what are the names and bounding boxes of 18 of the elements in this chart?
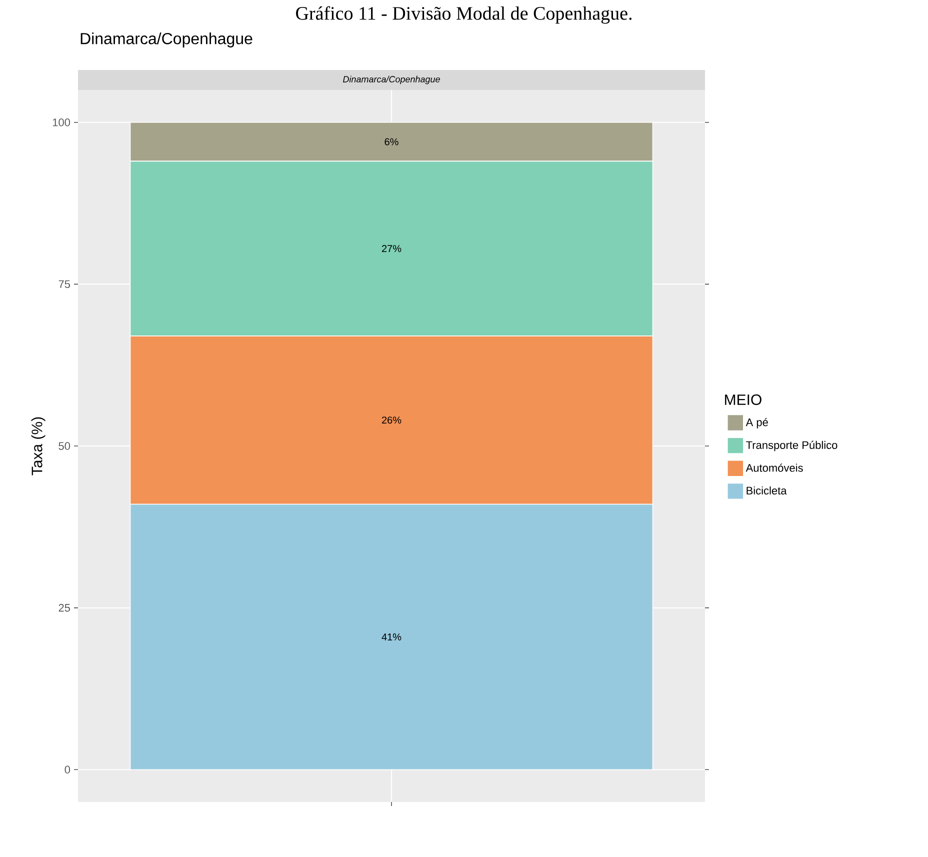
y-tick-label: 0	[64, 766, 70, 774]
legend-label: Transporte Público	[746, 440, 838, 452]
legend-label: Bicicleta	[746, 486, 787, 495]
y-tick-label: 50	[58, 442, 70, 450]
data-label: 26%	[382, 416, 402, 424]
chart-title: Gráfico 11 - Divisão Modal de Copenhague.	[296, 6, 632, 24]
y-tick-label: 75	[58, 280, 70, 288]
data-label: 6%	[384, 138, 398, 146]
text: Dinamarca/Copenhague	[343, 76, 440, 84]
data-label: 27%	[382, 245, 402, 252]
chart-subtitle: Dinamarca/Copenhague	[80, 32, 252, 48]
legend-label: Automóveis	[746, 464, 803, 472]
y-tick-label: 25	[58, 604, 70, 612]
y-axis-title: Taxa (%)	[31, 417, 46, 476]
legend-title: MEIO	[725, 394, 762, 406]
data-label: 41%	[382, 633, 402, 640]
y-tick-label: 100	[52, 118, 70, 126]
legend-label: A pé	[746, 418, 768, 428]
